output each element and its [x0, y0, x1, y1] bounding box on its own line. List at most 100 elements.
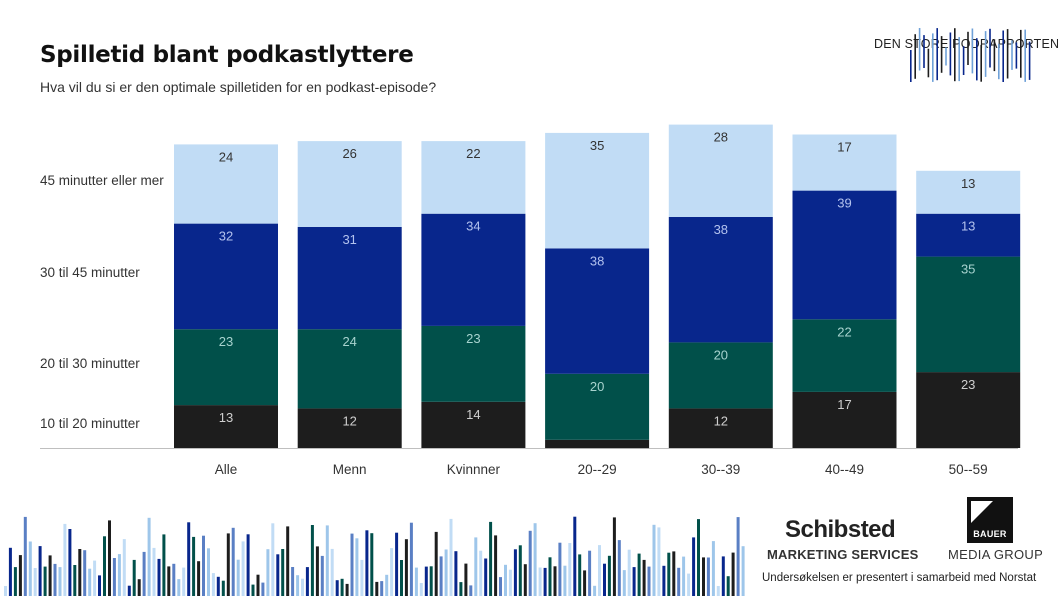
wave-bar	[271, 523, 275, 596]
data-label: 24	[219, 149, 233, 164]
wave-bar	[533, 523, 537, 596]
wave-bar	[469, 585, 473, 596]
wave-bar	[370, 533, 374, 596]
bauer-logo-word: BAUER	[973, 529, 1007, 539]
wave-bar	[345, 583, 349, 596]
bar-segment	[792, 319, 897, 392]
wave-bar	[93, 560, 97, 596]
wave-bar	[147, 517, 151, 596]
wave-bar	[18, 555, 22, 596]
brand-wave-bar	[1006, 29, 1009, 79]
wave-bar	[627, 549, 631, 596]
bar-segment	[668, 124, 773, 217]
wave-bar	[197, 561, 201, 596]
bar-segment	[421, 401, 526, 448]
wave-bar	[108, 520, 111, 596]
wave-bar	[652, 524, 656, 596]
wave-bar	[419, 583, 423, 596]
wave-bar	[711, 541, 715, 596]
bar-segment	[792, 190, 897, 320]
wave-bar	[360, 559, 364, 596]
data-label: 23	[466, 331, 480, 346]
schibsted-logo: Schibsted	[785, 516, 896, 543]
wave-bar	[43, 566, 47, 596]
bar-segment	[297, 226, 402, 330]
brand-wave-bar	[923, 35, 925, 68]
legend-label: 45 minutter eller mer	[40, 173, 164, 188]
wave-bar	[132, 559, 136, 596]
wave-bar	[697, 519, 700, 596]
wave-bar	[281, 549, 285, 596]
x-tick-label: 40--49	[825, 462, 864, 477]
brand-wave-bar	[958, 37, 960, 82]
brand-wave-bar	[940, 36, 943, 73]
wave-bar	[162, 534, 166, 596]
legend-label: 20 til 30 minutter	[40, 356, 140, 371]
data-label: 17	[837, 140, 851, 155]
wave-bar	[117, 554, 121, 596]
x-tick-label: 20--29	[578, 462, 617, 477]
wave-bar	[305, 567, 309, 596]
wave-bar	[58, 567, 62, 596]
brand-wave-bar	[927, 48, 930, 78]
wave-bar	[83, 550, 87, 596]
wave-bar	[499, 577, 502, 596]
bar-segment	[174, 329, 278, 406]
wave-bar	[726, 576, 730, 596]
wave-bar	[548, 557, 552, 596]
brand-wave-bar	[932, 33, 934, 82]
brand-wave-bar	[910, 50, 912, 82]
wave-bar	[687, 573, 691, 596]
wave-bar	[380, 581, 384, 596]
bar-segment	[297, 141, 402, 227]
wave-bar	[241, 541, 245, 596]
brand-wave-bar	[914, 34, 916, 79]
wave-bar	[657, 527, 661, 596]
wave-bar	[103, 536, 106, 596]
brand-wave-bar	[1002, 30, 1004, 82]
wave-bar	[637, 553, 641, 596]
wave-bar	[187, 522, 191, 596]
x-tick-label: 30--39	[701, 462, 740, 477]
legend-label: 10 til 20 minutter	[40, 416, 140, 431]
wave-bar	[662, 565, 666, 596]
data-label: 12	[714, 413, 728, 428]
wave-bar	[78, 549, 82, 596]
data-label: 13	[961, 219, 975, 234]
wave-bar	[588, 550, 592, 596]
data-label: 28	[714, 130, 728, 145]
bar-segment	[545, 132, 650, 249]
wave-bar	[395, 532, 399, 596]
wave-bar	[142, 551, 146, 596]
wave-bar	[513, 549, 517, 596]
bar-segment	[792, 391, 897, 448]
wave-bar	[63, 523, 67, 596]
wave-bar	[553, 566, 557, 596]
bar-segment	[916, 372, 1021, 448]
brand-wave-bar	[976, 38, 978, 81]
wave-bar	[157, 558, 161, 596]
wave-bar	[320, 555, 324, 596]
wave-bar	[518, 545, 522, 596]
bar-segment	[916, 213, 1021, 257]
wave-bar	[642, 559, 646, 596]
wave-bar	[88, 568, 92, 596]
wave-bar	[68, 529, 72, 596]
wave-bar	[231, 527, 235, 596]
wave-bar	[112, 558, 116, 596]
brand-wave-bar	[967, 31, 969, 65]
wave-bar	[172, 563, 176, 596]
wave-bar	[603, 563, 606, 596]
data-label: 38	[714, 222, 728, 237]
wave-bar	[28, 541, 32, 596]
bar-segment	[174, 223, 278, 330]
schibsted-logo-sub: MARKETING SERVICES	[767, 547, 919, 562]
brand-wave-bar	[1011, 40, 1013, 70]
wave-bar	[310, 525, 314, 596]
wave-bar	[286, 526, 290, 596]
brand-wave-bar	[989, 28, 991, 68]
wave-bar	[127, 585, 131, 596]
wave-bar	[578, 554, 582, 596]
wave-bar	[706, 557, 710, 596]
